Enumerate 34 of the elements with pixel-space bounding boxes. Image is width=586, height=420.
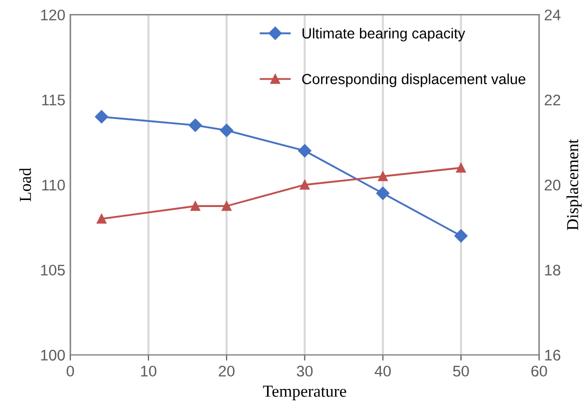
legend-label: Corresponding displacement value [302,74,526,88]
x-tick-label: 0 [66,366,74,377]
point [222,201,232,211]
y2-tick-label: 22 [544,94,560,106]
y2-tick-label: 20 [544,180,560,190]
x-tick-label: 10 [141,366,156,377]
y-tick-label: 105 [41,264,65,276]
x-tick-label: 50 [453,366,469,377]
point [454,229,468,242]
x-tick-label: 20 [218,366,234,377]
legend-label: Ultimate bearing capacity [302,28,466,42]
point [300,180,310,190]
y-axis-title: Load [19,168,32,202]
y2-tick-label: 16 [545,350,560,361]
point [188,118,202,132]
point [190,201,200,211]
x-tick-label: 40 [374,366,391,377]
y2-axis-title: Displacement [566,139,582,230]
y2-tick-label: 18 [545,264,560,276]
x-tick-label: 30 [296,366,313,377]
point [220,124,234,137]
point [376,186,390,200]
x-tick-label: 60 [531,366,548,377]
y-tick-label: 120 [41,10,65,20]
y-tick-label: 115 [42,94,65,106]
y2-tick-label: 24 [544,10,561,20]
point [298,144,312,158]
x-axis-title: Temperature [263,386,346,400]
point [456,162,466,173]
y-tick-label: 110 [42,180,65,190]
point [96,214,106,224]
point [378,171,388,182]
point [94,110,108,124]
y-tick-label: 100 [41,350,65,361]
